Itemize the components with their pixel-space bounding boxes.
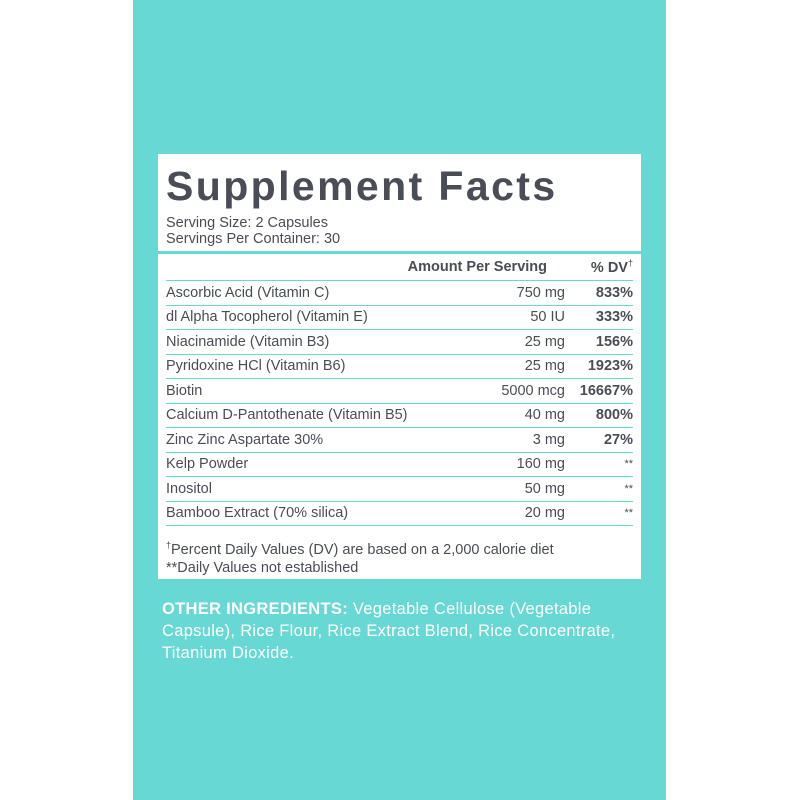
footnote-dagger: † <box>166 540 172 550</box>
nutrient-amount: 25 mg <box>524 358 565 375</box>
nutrient-name: Calcium D-Pantothenate (Vitamin B5) <box>166 407 408 424</box>
nutrient-amount: 5000 mcg <box>501 382 565 399</box>
footnote-not-established: **Daily Values not established <box>166 559 359 576</box>
nutrient-name: Ascorbic Acid (Vitamin C) <box>166 284 330 301</box>
nutrient-dv: 833% <box>595 284 633 301</box>
nutrient-dv: 800% <box>595 407 633 424</box>
nutrient-dv: 1923% <box>587 358 633 375</box>
amount-header: Amount Per Serving <box>407 259 547 275</box>
nutrient-amount: 750 mg <box>516 284 565 301</box>
nutrient-amount: 160 mg <box>516 456 565 473</box>
table-row: Calcium D-Pantothenate (Vitamin B5) 40 mg… <box>166 404 633 428</box>
teal-label-panel: Supplement Facts Serving Size: 2 Capsule… <box>133 0 666 800</box>
footnote-dv: †Percent Daily Values (DV) are based on … <box>166 536 633 559</box>
divider-thick <box>158 251 641 254</box>
facts-title: Supplement Facts <box>166 163 558 209</box>
nutrient-amount: 50 mg <box>524 480 565 497</box>
supplement-facts-box: Supplement Facts Serving Size: 2 Capsule… <box>158 154 641 579</box>
nutrient-name: Kelp Powder <box>166 456 249 473</box>
dv-dagger: † <box>627 258 633 269</box>
nutrient-amount: 3 mg <box>532 431 565 448</box>
nutrient-amount: 40 mg <box>524 407 565 424</box>
nutrient-name: Niacinamide (Vitamin B3) <box>166 333 330 350</box>
table-row: Bamboo Extract (70% silica) 20 mg ** <box>166 502 633 526</box>
nutrient-dv: 333% <box>595 309 633 326</box>
servings-per-container: Servings Per Container: 30 <box>166 231 341 247</box>
nutrient-name: Inositol <box>166 480 212 497</box>
other-ingredients-label: OTHER INGREDIENTS: <box>162 600 348 618</box>
table-row: Ascorbic Acid (Vitamin C) 750 mg 833% <box>166 280 633 306</box>
nutrient-dv: ** <box>624 507 633 520</box>
nutrient-dv: ** <box>624 482 633 495</box>
nutrient-amount: 50 IU <box>530 309 565 326</box>
table-row: Pyridoxine HCl (Vitamin B6) 25 mg 1923% <box>166 355 633 379</box>
table-row: Inositol 50 mg ** <box>166 477 633 502</box>
table-row: Biotin 5000 mcg 16667% <box>166 379 633 404</box>
other-ingredients: OTHER INGREDIENTS: Vegetable Cellulose (… <box>162 598 642 664</box>
nutrient-name: Zinc Zinc Aspartate 30% <box>166 431 324 448</box>
footnotes: †Percent Daily Values (DV) are based on … <box>166 536 633 577</box>
table-row: Kelp Powder 160 mg ** <box>166 453 633 477</box>
footnote-dv-text: Percent Daily Values (DV) are based on a… <box>171 541 554 558</box>
nutrient-dv: 27% <box>603 431 633 448</box>
nutrient-amount: 20 mg <box>524 505 565 522</box>
table-row: Zinc Zinc Aspartate 30% 3 mg 27% <box>166 428 633 453</box>
table-row: Niacinamide (Vitamin B3) 25 mg 156% <box>166 330 633 355</box>
table-row: dl Alpha Tocopherol (Vitamin E) 50 IU 333% <box>166 306 633 330</box>
nutrient-name: Biotin <box>166 382 203 399</box>
serving-info: Serving Size: 2 Capsules Servings Per Co… <box>166 215 633 247</box>
nutrient-table: Ascorbic Acid (Vitamin C) 750 mg 833% dl Al… <box>166 280 633 526</box>
dv-header-label: % DV <box>590 259 628 276</box>
column-header-row: Amount Per Serving % DV† <box>166 254 633 280</box>
serving-size: Serving Size: 2 Capsules <box>166 215 328 231</box>
dv-header: % DV† <box>573 258 633 276</box>
nutrient-name: Bamboo Extract (70% silica) <box>166 505 349 522</box>
nutrient-dv: ** <box>624 458 633 471</box>
nutrient-dv: 156% <box>595 333 633 350</box>
other-ingredients-text: Vegetable Cellulose (Vegetable Capsule),… <box>162 600 616 662</box>
nutrient-name: dl Alpha Tocopherol (Vitamin E) <box>166 309 368 326</box>
nutrient-dv: 16667% <box>579 382 633 399</box>
nutrient-name: Pyridoxine HCl (Vitamin B6) <box>166 358 346 375</box>
nutrient-amount: 25 mg <box>524 333 565 350</box>
